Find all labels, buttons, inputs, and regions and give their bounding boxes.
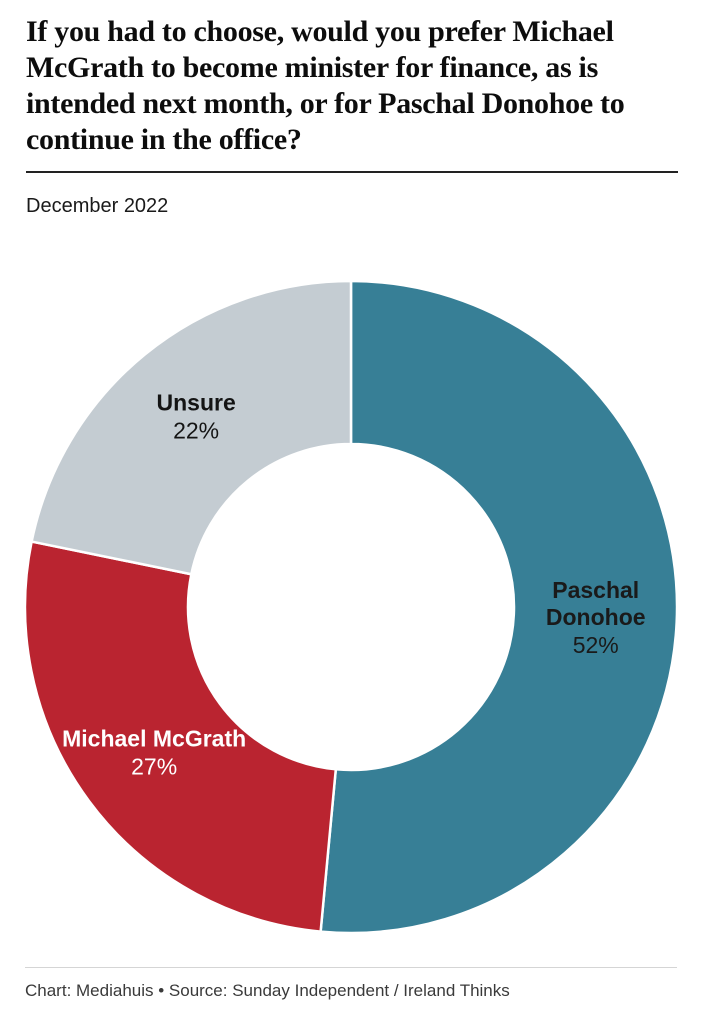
chart-title: If you had to choose, would you prefer M… <box>26 15 625 156</box>
title-divider <box>26 171 678 173</box>
footer-divider <box>25 967 677 968</box>
donut-slice-paschal-donohoe[interactable] <box>319 279 679 935</box>
credit-line: Chart: Mediahuis • Source: Sunday Indepe… <box>25 981 510 1000</box>
footer: Chart: Mediahuis • Source: Sunday Indepe… <box>25 967 677 1001</box>
header: If you had to choose, would you prefer M… <box>26 14 678 218</box>
donut-chart: Paschal Donohoe 52% Michael McGrath 27% Unsur… <box>0 260 701 960</box>
donut-svg <box>23 279 679 935</box>
donut-slice-unsure[interactable] <box>30 279 353 576</box>
chart-subtitle: December 2022 <box>26 195 169 217</box>
donut-slice-michael-mcgrath[interactable] <box>23 540 338 933</box>
